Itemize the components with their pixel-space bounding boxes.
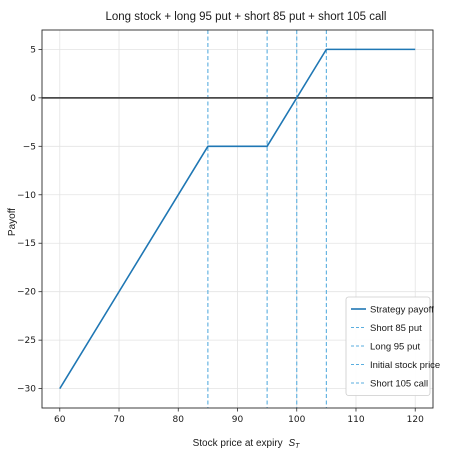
x-tick-label-1: 70 <box>113 415 125 425</box>
series-lines <box>59 48 416 390</box>
x-tick-label-6: 120 <box>407 415 424 425</box>
series-line-0 <box>59 48 416 390</box>
x-axis-label-sub: T <box>295 443 300 450</box>
x-tick-label-2: 80 <box>173 415 185 425</box>
y-tick-label-2: −5 <box>23 142 36 152</box>
x-tick-label-4: 100 <box>288 415 305 425</box>
x-tick-label-3: 90 <box>232 415 244 425</box>
x-axis-ticks: 60 70 80 90 100 110 120 <box>54 408 424 425</box>
x-tick-label-5: 110 <box>347 415 364 425</box>
y-tick-label-3: −10 <box>17 191 36 201</box>
y-tick-label-4: −15 <box>17 239 36 249</box>
legend-label-2: Long 95 put <box>370 341 421 352</box>
y-axis-ticks: 5 0 −5 −10 −15 −20 −25 −30 <box>17 45 42 395</box>
legend-label-1: Short 85 put <box>370 323 422 334</box>
x-axis-label-var: S <box>288 438 295 449</box>
y-tick-label-5: −20 <box>17 288 36 298</box>
legend: Strategy payoff Short 85 put Long 95 put In… <box>345 296 440 396</box>
chart-title: Long stock + long 95 put + short 85 put … <box>106 11 387 23</box>
y-axis-label: Payoff <box>7 208 18 236</box>
y-tick-label-7: −30 <box>17 385 36 395</box>
legend-label-0: Strategy payoff <box>370 304 434 315</box>
vertical-lines <box>207 30 327 408</box>
x-axis-label: Stock price at expiry ST <box>193 438 301 450</box>
y-tick-label-6: −25 <box>17 336 36 346</box>
x-tick-label-0: 60 <box>54 415 66 425</box>
y-tick-label-1: 0 <box>30 94 36 104</box>
y-tick-label-0: 5 <box>30 45 36 55</box>
legend-label-3: Initial stock price <box>370 360 440 371</box>
legend-box <box>345 296 431 396</box>
legend-label-4: Short 105 call <box>370 378 428 389</box>
x-axis-label-text: Stock price at expiry <box>193 438 283 449</box>
